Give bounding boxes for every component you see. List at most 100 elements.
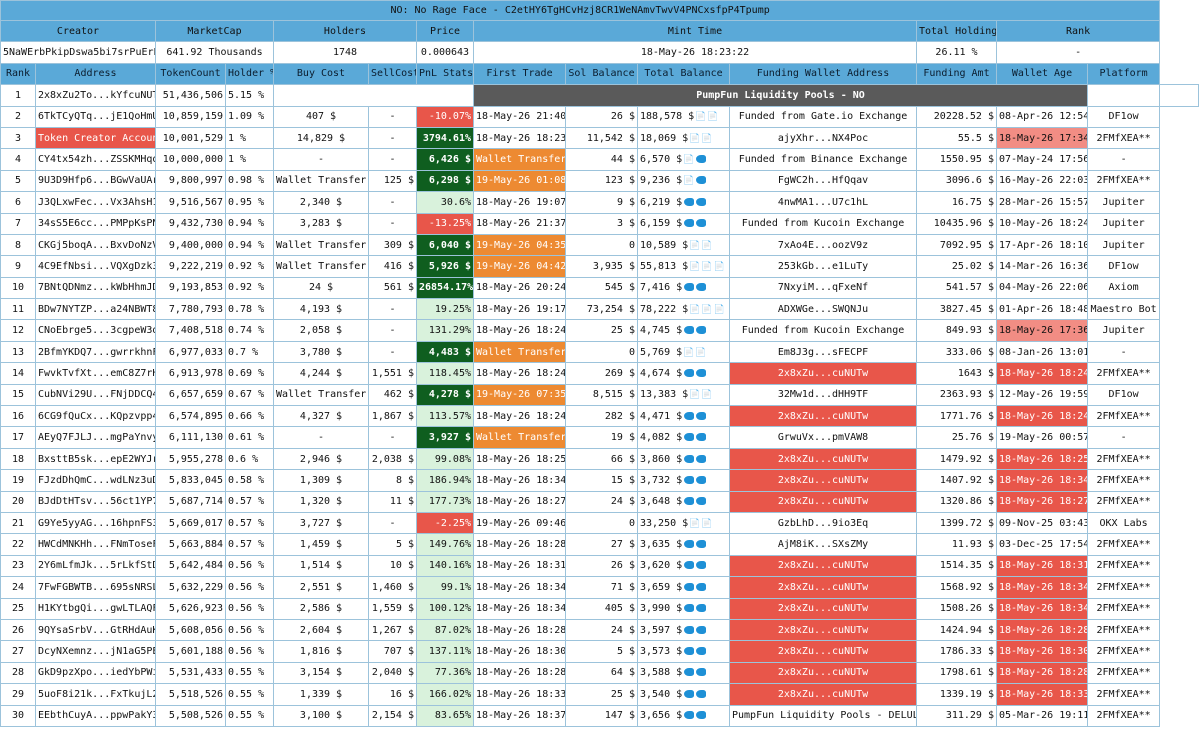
funding-wallet-cell[interactable]: FgWC2h...HfQqav bbox=[729, 169, 917, 193]
funding-wallet-cell[interactable]: 2x8xZu...cuNUTw bbox=[729, 618, 917, 642]
address-cell[interactable]: CKGj5boqA...BxvDoNzVN bbox=[35, 233, 156, 257]
buy-cost-cell: 1,309 $ bbox=[273, 469, 369, 492]
funding-wallet-cell[interactable]: 7NxyiM...qFxeNf bbox=[729, 276, 917, 300]
table-row: 23 2Y6mLfmJk...5rLkfStDp 5,642,484 0.56 % 1,… bbox=[0, 554, 1199, 578]
paper-icon: 📄 bbox=[689, 133, 701, 144]
funding-wallet-cell[interactable]: Funded from Gate.io Exchange bbox=[729, 105, 917, 128]
buy-cost-cell: 1,339 $ bbox=[273, 683, 369, 706]
address-cell[interactable]: CNoEbrge5...3cgpeW3dh bbox=[35, 319, 156, 342]
funding-wallet-cell[interactable]: PumpFun Liquidity Pools - DELULU bbox=[729, 704, 917, 727]
first-trade-cell: 18-May-26 18:28 bbox=[473, 661, 566, 685]
address-cell[interactable]: 6TkTCyQTq...jE1QoHmUi bbox=[35, 105, 156, 128]
wallet-age-cell: 18-May-26 18:34 bbox=[996, 469, 1088, 492]
funding-wallet-cell[interactable]: 2x8xZu...cuNUTw bbox=[729, 661, 917, 685]
funding-wallet-cell[interactable]: 2x8xZu...cuNUTw bbox=[729, 490, 917, 513]
address-cell[interactable]: G9Ye5yyAG...16hpnFS32 bbox=[35, 511, 156, 535]
funding-wallet-cell[interactable]: 2x8xZu...cuNUTw bbox=[729, 683, 917, 706]
column-header[interactable]: Holder % bbox=[225, 62, 274, 86]
column-header[interactable]: Platform bbox=[1086, 62, 1161, 86]
address-cell[interactable]: 9QYsaSrbV...GtRHdAuKh bbox=[35, 618, 156, 642]
address-cell[interactable]: 9U3D9Hfp6...BGwVaUArb bbox=[35, 169, 156, 193]
funding-wallet-cell[interactable]: ADXWGe...SWQNJu bbox=[729, 298, 917, 321]
funding-wallet-cell[interactable]: Em8J3g...sFECPF bbox=[729, 340, 917, 364]
address-cell[interactable]: DcyNXemnz...jN1aG5PE5 bbox=[35, 640, 156, 663]
address-cell[interactable]: 7BNtQDNmz...kWbHhmJDA bbox=[35, 276, 156, 300]
address-cell[interactable]: 4C9EfNbsi...VQXgDzk3F bbox=[35, 255, 156, 278]
column-header[interactable]: Sol Balance bbox=[565, 62, 638, 86]
address-cell[interactable]: EEbthCuyA...ppwPakY3E bbox=[35, 704, 156, 727]
address-cell[interactable]: J3QLxwFec...Vx3AhsH1t bbox=[35, 191, 156, 214]
column-header[interactable]: Total Balance bbox=[637, 62, 730, 86]
funding-wallet-cell[interactable]: 2x8xZu...cuNUTw bbox=[729, 576, 917, 599]
column-header[interactable]: Buy Cost bbox=[273, 62, 369, 86]
address-cell[interactable]: BDw7NYTZP...a24NBWT86 bbox=[35, 298, 156, 321]
holder-pct-cell: 0.66 % bbox=[225, 405, 274, 428]
address-cell[interactable]: 5uoF8i21k...FxTkujL2y bbox=[35, 683, 156, 706]
funding-wallet-cell[interactable]: 32Mw1d...dHH9TF bbox=[729, 383, 917, 407]
address-cell[interactable]: FwvkTvfXt...emC8Z7rHo bbox=[35, 362, 156, 385]
funding-wallet-cell[interactable]: GrwuVx...pmVAW8 bbox=[729, 426, 917, 449]
funding-wallet-cell[interactable]: 2x8xZu...cuNUTw bbox=[729, 597, 917, 620]
funding-wallet-cell[interactable]: 4nwMA1...U7c1hL bbox=[729, 191, 917, 214]
column-header[interactable]: TokenCount bbox=[155, 62, 226, 86]
sol-balance-cell: 71 $ bbox=[565, 576, 638, 599]
first-trade-cell: 18-May-26 19:17 bbox=[473, 298, 566, 321]
table-row: 24 7FwFGBWTB...695sNRSLj 5,632,229 0.56 % 2,… bbox=[0, 576, 1199, 599]
total-balance-cell: 10,589 $📄📄 bbox=[637, 233, 730, 257]
column-header[interactable]: First Trade bbox=[473, 62, 566, 86]
column-header[interactable]: PnL Stats bbox=[416, 62, 474, 86]
address-cell[interactable]: BJdDtHTsv...56ct1YP7V bbox=[35, 490, 156, 513]
holder-pct-cell: 0.61 % bbox=[225, 426, 274, 449]
funding-wallet-cell[interactable]: 7xAo4E...oozV9z bbox=[729, 233, 917, 257]
column-header[interactable]: Address bbox=[35, 62, 156, 86]
funding-wallet-cell[interactable]: 2x8xZu...cuNUTw bbox=[729, 469, 917, 492]
column-header[interactable]: SellCost bbox=[368, 62, 417, 86]
address-cell[interactable]: BxsttB5sk...epE2WYJr6 bbox=[35, 447, 156, 471]
fish-icon bbox=[696, 283, 707, 292]
address-cell[interactable]: GkD9pzXpo...iedYbPWin bbox=[35, 661, 156, 685]
funding-amt-cell: 3827.45 $ bbox=[916, 298, 997, 321]
funding-wallet-cell[interactable]: 2x8xZu...cuNUTw bbox=[729, 640, 917, 663]
total-balance-cell: 188,578 $📄📄 bbox=[637, 105, 730, 128]
wallet-tag-icons bbox=[682, 689, 707, 700]
address-cell[interactable]: Token Creator Account bbox=[35, 126, 156, 150]
first-trade-cell: 18-May-26 18:27 bbox=[473, 490, 566, 513]
fish-icon bbox=[696, 497, 707, 506]
platform-cell: DF1ow bbox=[1086, 255, 1161, 278]
address-cell[interactable]: CubNVi29U...FNjDDCQ48 bbox=[35, 383, 156, 407]
address-cell[interactable]: CY4tx54zh...ZSSKMHqqb bbox=[35, 148, 156, 171]
funding-wallet-cell[interactable]: Funded from Binance Exchange bbox=[729, 148, 917, 171]
column-header[interactable]: Rank bbox=[0, 62, 36, 86]
funding-wallet-cell[interactable]: Funded from Kucoin Exchange bbox=[729, 212, 917, 235]
table-row: 26 9QYsaSrbV...GtRHdAuKh 5,608,056 0.56 % 2,… bbox=[0, 618, 1199, 642]
address-cell[interactable]: 6CG9fQuCx...KQpzvpp4w bbox=[35, 405, 156, 428]
funding-wallet-cell[interactable]: Funded from Kucoin Exchange bbox=[729, 319, 917, 342]
address-cell[interactable]: HWCdMNKHh...FNmToseF7 bbox=[35, 533, 156, 556]
first-trade-cell: 18-May-26 18:37 bbox=[473, 704, 566, 727]
address-cell[interactable]: AEyQ7FJLJ...mgPaYnvyR bbox=[35, 426, 156, 449]
funding-wallet-cell[interactable]: 2x8xZu...cuNUTw bbox=[729, 362, 917, 385]
address-cell[interactable]: FJzdDhQmC...wdLNz3uDg bbox=[35, 469, 156, 492]
funding-wallet-cell[interactable]: GzbLhD...9io3Eq bbox=[729, 511, 917, 535]
column-header[interactable]: Funding Wallet Address bbox=[729, 62, 917, 86]
funding-wallet-cell[interactable]: 2x8xZu...cuNUTw bbox=[729, 447, 917, 471]
fish-icon bbox=[684, 411, 695, 420]
column-header[interactable]: Funding Amt bbox=[916, 62, 997, 86]
funding-wallet-cell[interactable]: AjM8iK...SXsZMy bbox=[729, 533, 917, 556]
funding-wallet-cell[interactable]: 2x8xZu...cuNUTw bbox=[729, 554, 917, 578]
address-cell[interactable]: 34sS5E6cc...PMPpKsPN5 bbox=[35, 212, 156, 235]
funding-amt-cell: 16.75 $ bbox=[916, 191, 997, 214]
address-cell[interactable]: H1KYtbgQi...gwLTLAQFP bbox=[35, 597, 156, 620]
address-cell[interactable]: 2BfmYKDQ7...gwrrkhnFe bbox=[35, 340, 156, 364]
sell-cost-cell: 1,460 $ bbox=[368, 576, 417, 599]
funding-wallet-cell[interactable]: ajyXhr...NX4Poc bbox=[729, 126, 917, 150]
funding-wallet-cell[interactable]: 2x8xZu...cuNUTw bbox=[729, 405, 917, 428]
funding-wallet-cell[interactable]: 253kGb...e1LuTy bbox=[729, 255, 917, 278]
sol-balance-cell: 123 $ bbox=[565, 169, 638, 193]
address-cell[interactable]: 7FwFGBWTB...695sNRSLj bbox=[35, 576, 156, 599]
address-cell[interactable]: 2Y6mLfmJk...5rLkfStDp bbox=[35, 554, 156, 578]
column-header[interactable]: Wallet Age bbox=[996, 62, 1088, 86]
wallet-tag-icons bbox=[682, 710, 707, 721]
token-count-cell: 5,632,229 bbox=[155, 576, 226, 599]
address-cell[interactable]: 2x8xZu2To...kYfcuNUTw bbox=[35, 84, 156, 107]
